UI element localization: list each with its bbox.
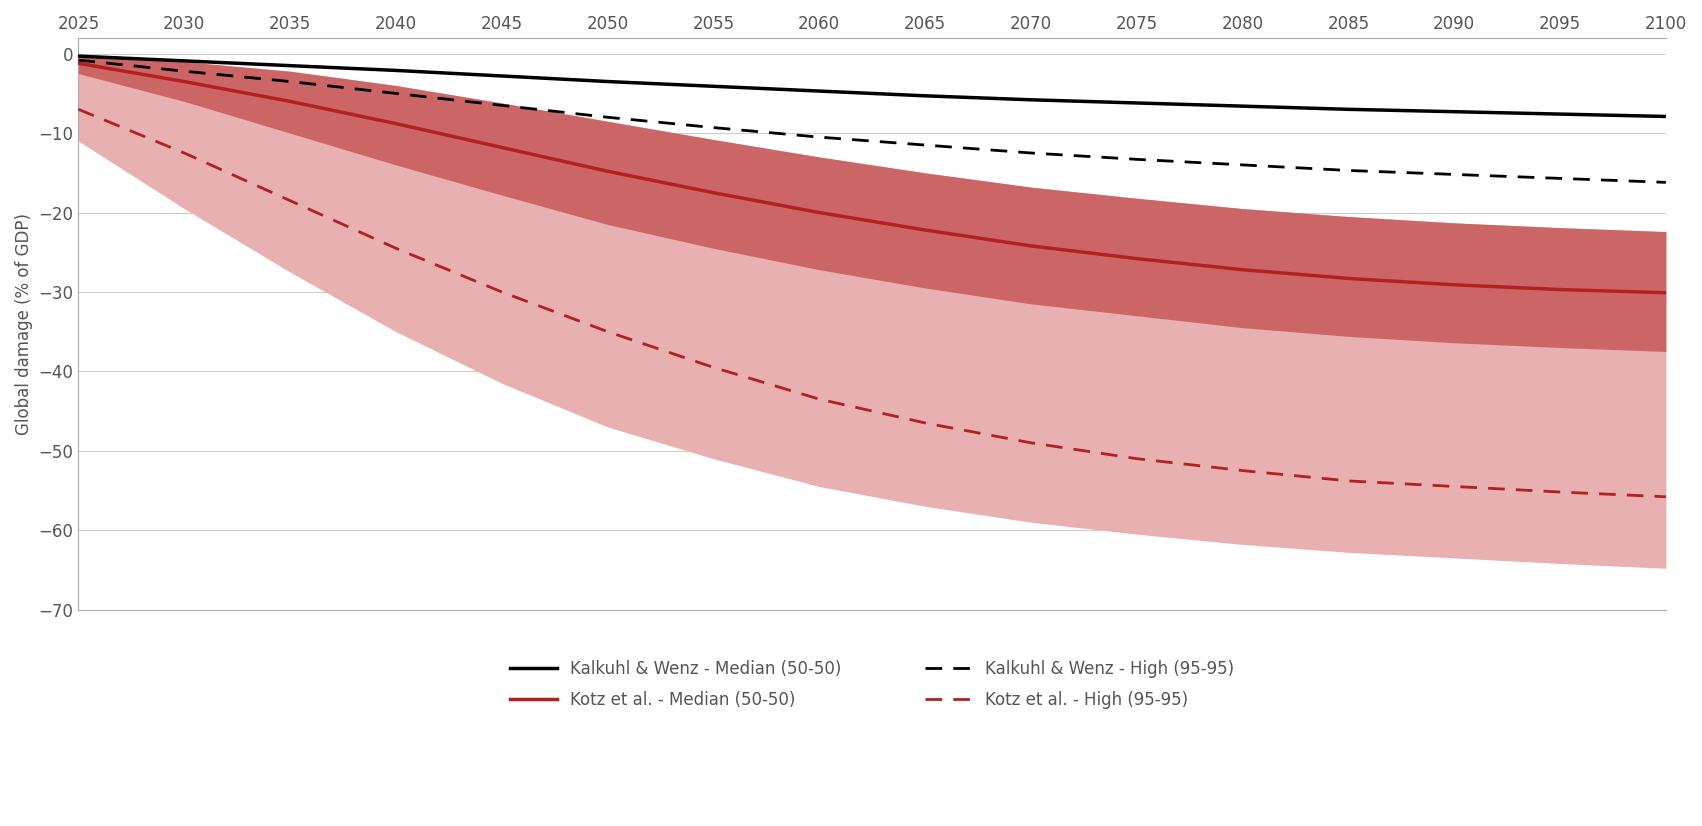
Y-axis label: Global damage (% of GDP): Global damage (% of GDP)	[15, 213, 32, 434]
Legend: Kalkuhl & Wenz - Median (50-50), Kotz et al. - Median (50-50), Kalkuhl & Wenz - : Kalkuhl & Wenz - Median (50-50), Kotz et…	[504, 653, 1241, 715]
